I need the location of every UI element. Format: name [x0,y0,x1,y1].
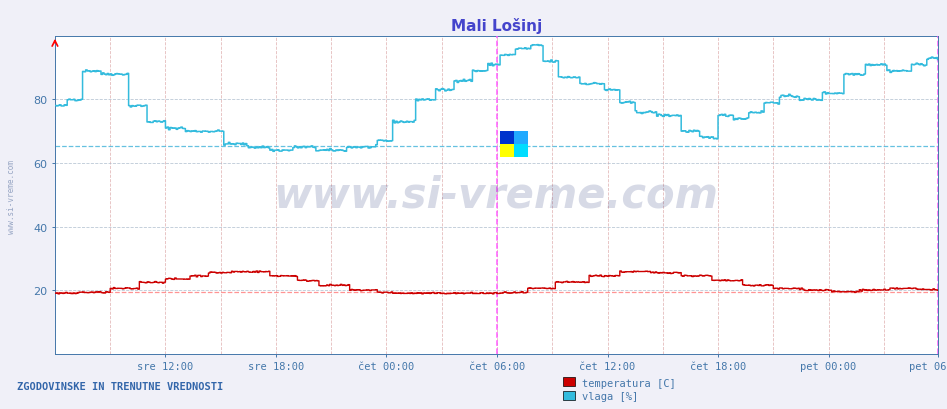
Text: ZGODOVINSKE IN TRENUTNE VREDNOSTI: ZGODOVINSKE IN TRENUTNE VREDNOSTI [17,381,223,391]
Text: temperatura [C]: temperatura [C] [582,378,676,388]
Bar [500,144,514,157]
Title: Mali Lošinj: Mali Lošinj [451,18,542,34]
Bar [514,144,527,157]
Text: vlaga [%]: vlaga [%] [582,391,638,401]
Text: www.si-vreme.com: www.si-vreme.com [274,174,719,216]
Text: www.si-vreme.com: www.si-vreme.com [7,160,16,233]
Bar [514,132,527,144]
Bar [500,132,514,144]
